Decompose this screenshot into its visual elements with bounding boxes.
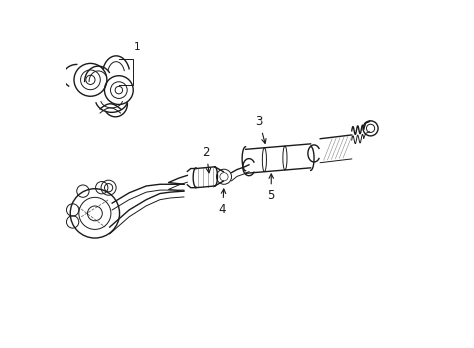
Text: 5: 5 [267, 174, 275, 203]
Text: 4: 4 [219, 189, 227, 216]
Text: 1: 1 [134, 42, 141, 53]
Text: 3: 3 [255, 115, 266, 143]
Text: 2: 2 [202, 145, 210, 173]
